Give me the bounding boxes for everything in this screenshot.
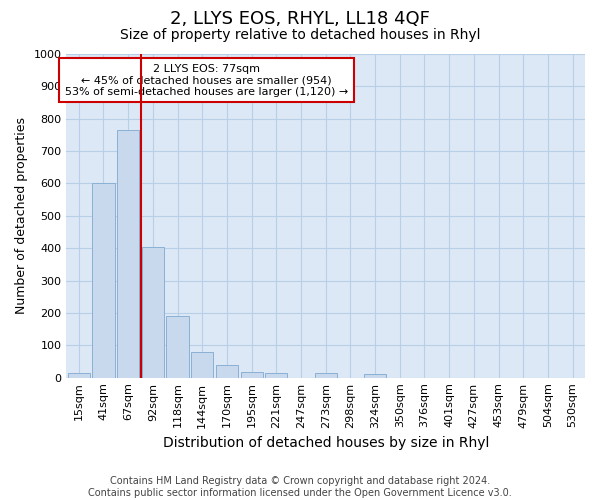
X-axis label: Distribution of detached houses by size in Rhyl: Distribution of detached houses by size … xyxy=(163,436,489,450)
Bar xyxy=(68,373,90,378)
Bar xyxy=(364,374,386,378)
Bar xyxy=(265,373,287,378)
Bar xyxy=(241,372,263,378)
Bar xyxy=(314,374,337,378)
Text: Size of property relative to detached houses in Rhyl: Size of property relative to detached ho… xyxy=(120,28,480,42)
Bar xyxy=(92,184,115,378)
Bar xyxy=(191,352,214,378)
Y-axis label: Number of detached properties: Number of detached properties xyxy=(15,118,28,314)
Text: Contains HM Land Registry data © Crown copyright and database right 2024.
Contai: Contains HM Land Registry data © Crown c… xyxy=(88,476,512,498)
Bar xyxy=(142,246,164,378)
Bar xyxy=(166,316,188,378)
Bar xyxy=(117,130,139,378)
Text: 2, LLYS EOS, RHYL, LL18 4QF: 2, LLYS EOS, RHYL, LL18 4QF xyxy=(170,10,430,28)
Text: 2 LLYS EOS: 77sqm
← 45% of detached houses are smaller (954)
53% of semi-detache: 2 LLYS EOS: 77sqm ← 45% of detached hous… xyxy=(65,64,348,97)
Bar xyxy=(216,364,238,378)
